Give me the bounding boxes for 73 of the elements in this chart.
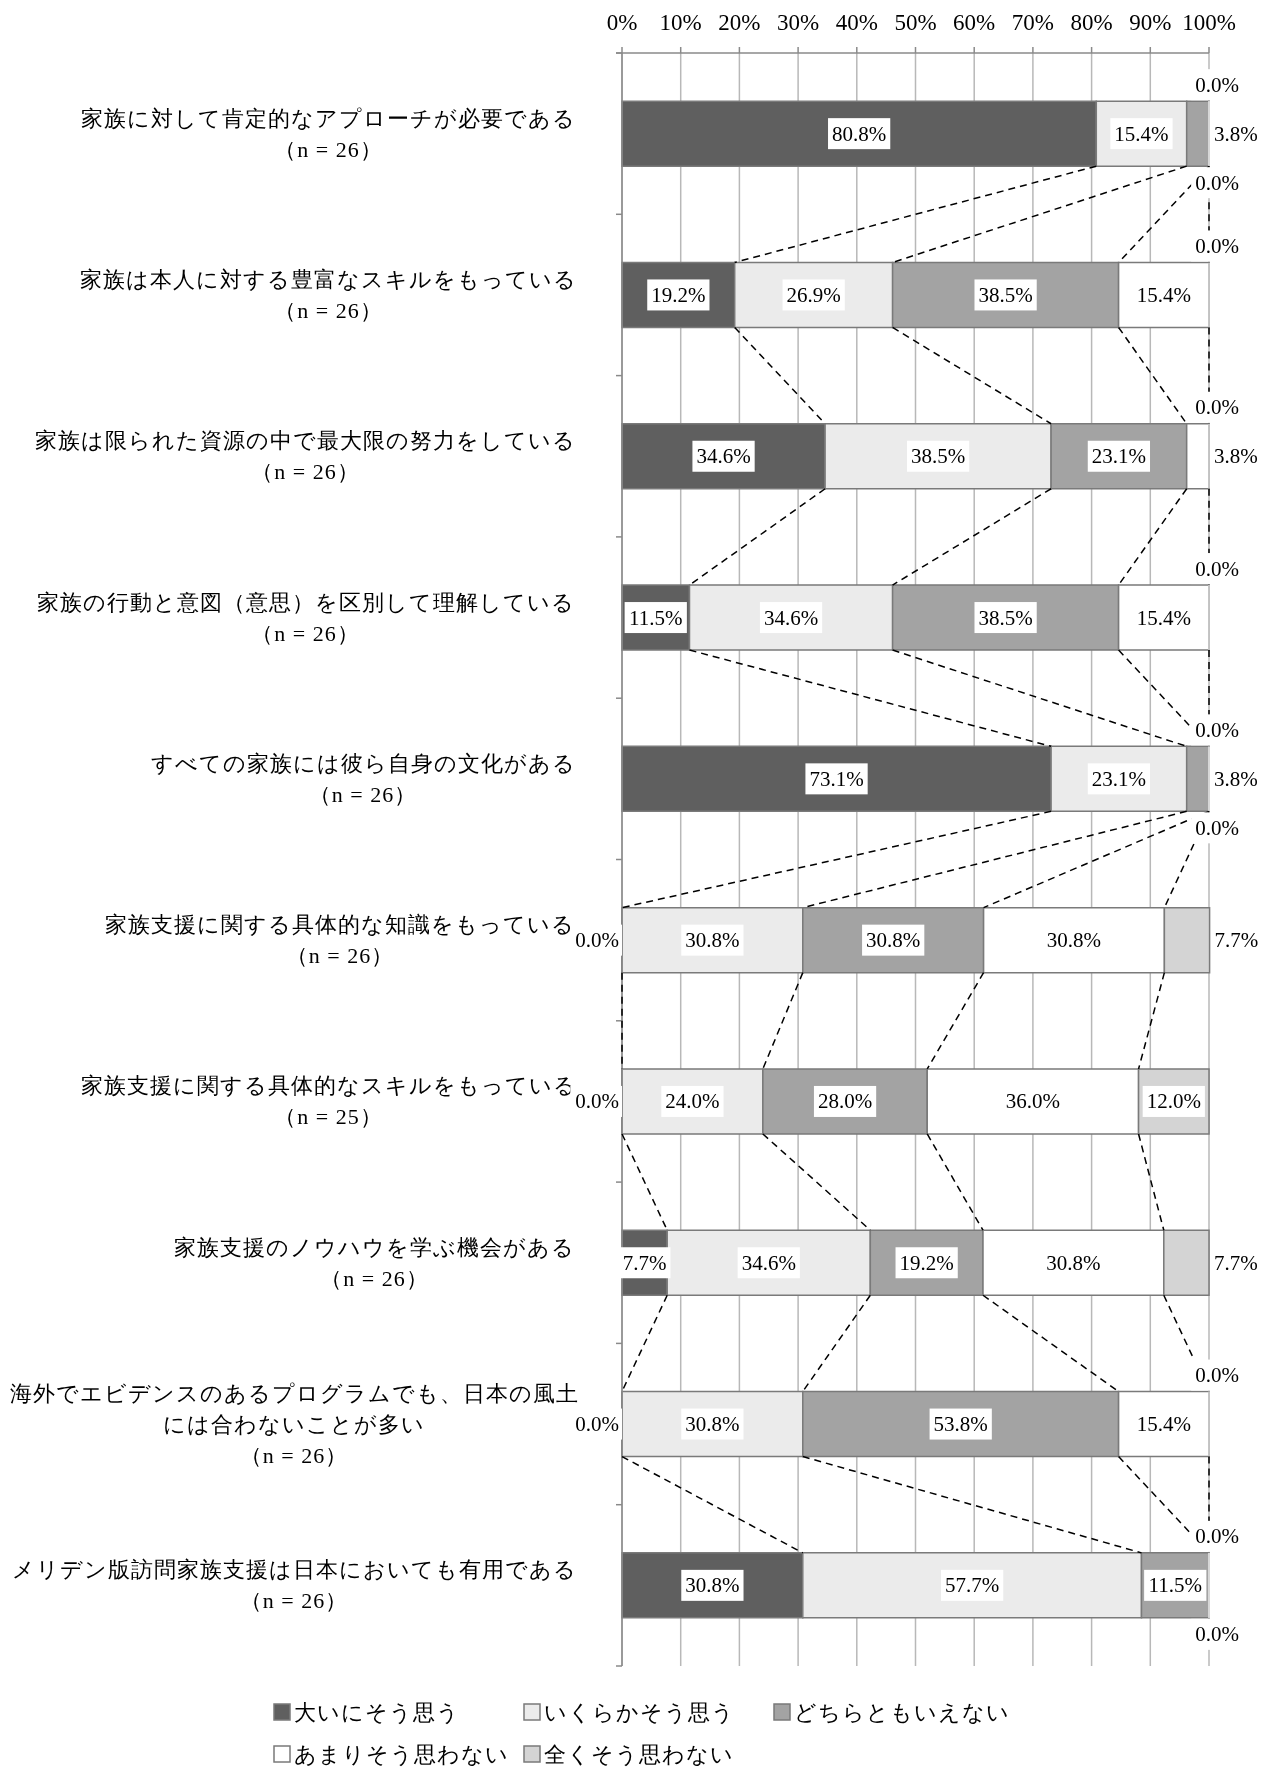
x-tick-label: 20% (718, 10, 761, 35)
data-label: 0.0% (1195, 170, 1239, 195)
y-tick-label: 家族支援に関する具体的な知識をもっている（n = 26） (105, 912, 575, 969)
data-label: 30.8% (685, 1573, 740, 1598)
data-label: 30.8% (866, 928, 921, 953)
data-label: 38.5% (978, 605, 1033, 630)
data-label: 34.6% (741, 1250, 796, 1275)
data-label: 3.8% (1214, 121, 1258, 146)
data-label: 7.7% (1214, 928, 1259, 953)
data-label: 0.0% (1195, 1363, 1239, 1388)
data-label: 0.0% (1195, 1524, 1239, 1549)
data-label: 3.8% (1214, 766, 1258, 791)
y-tick-label: 家族は本人に対する豊富なスキルをもっている（n = 26） (80, 266, 577, 323)
y-tick-label: 家族は限られた資源の中で最大限の努力をしている（n = 26） (35, 428, 576, 485)
data-label: 53.8% (933, 1412, 988, 1437)
data-label: 19.2% (651, 282, 706, 307)
data-label: 15.4% (1136, 605, 1191, 630)
data-label: 15.4% (1114, 121, 1169, 146)
data-label: 0.0% (1195, 395, 1239, 420)
x-tick-label: 0% (606, 10, 638, 35)
data-label: 38.5% (910, 444, 966, 469)
data-label: 0.0% (1195, 556, 1239, 581)
data-label: 34.6% (763, 605, 819, 630)
y-tick-label: 家族支援のノウハウを学ぶ機会がある（n = 26） (174, 1234, 575, 1291)
data-label: 38.5% (978, 282, 1033, 307)
data-label: 30.8% (685, 928, 740, 953)
data-label: 30.8% (685, 1412, 740, 1437)
x-tick-label: 10% (659, 10, 702, 35)
data-label: 0.0% (575, 928, 619, 953)
data-label: 23.1% (1091, 444, 1147, 469)
data-label: 30.8% (1046, 1250, 1101, 1275)
legend-label: 全くそう思わない (544, 1741, 734, 1767)
data-label: 80.8% (832, 121, 887, 146)
data-label: 0.0% (1195, 815, 1239, 840)
data-label: 28.0% (817, 1089, 873, 1114)
legend-label: あまりそう思わない (294, 1741, 509, 1767)
data-label: 0.0% (575, 1089, 619, 1114)
x-tick-label: 30% (777, 10, 820, 35)
data-label: 19.2% (899, 1250, 954, 1275)
data-label: 15.4% (1136, 1412, 1191, 1437)
data-label: 30.8% (1046, 928, 1102, 953)
x-tick-label: 80% (1070, 10, 1113, 35)
data-label: 0.0% (1195, 233, 1239, 258)
x-tick-label: 40% (835, 10, 878, 35)
x-tick-label: 90% (1129, 10, 1172, 35)
data-label: 26.9% (786, 282, 841, 307)
data-label: 7.7% (622, 1250, 667, 1275)
y-tick-label: 家族の行動と意図（意思）を区別して理解している（n = 26） (36, 589, 575, 646)
data-label: 12.0% (1146, 1089, 1201, 1114)
data-label: 11.5% (629, 605, 683, 630)
x-tick-label: 50% (894, 10, 937, 35)
data-label: 7.7% (1214, 1250, 1258, 1275)
data-label: 3.8% (1214, 444, 1258, 469)
legend-label: いくらかそう思う (544, 1699, 735, 1725)
x-tick-label: 60% (953, 10, 996, 35)
data-label: 24.0% (665, 1089, 720, 1114)
data-label: 15.4% (1136, 282, 1191, 307)
data-label: 34.6% (696, 444, 751, 469)
data-label: 23.1% (1091, 766, 1147, 791)
data-label: 0.0% (1195, 72, 1239, 97)
y-tick-label: すべての家族には彼ら自身の文化がある（n = 26） (150, 750, 576, 807)
x-tick-label: 70% (1011, 10, 1054, 35)
data-label: 0.0% (1195, 1622, 1239, 1647)
data-label: 0.0% (1195, 717, 1239, 742)
legend-label: どちらともいえない (794, 1699, 1010, 1725)
data-label: 11.5% (1148, 1573, 1202, 1598)
data-label: 73.1% (809, 766, 864, 791)
y-tick-label: メリデン版訪問家族支援は日本においても有用である（n = 26） (11, 1557, 577, 1614)
legend-label: 大いにそう思う (294, 1699, 460, 1725)
data-label: 57.7% (945, 1573, 1000, 1598)
y-tick-label: 家族に対して肯定的なアプローチが必要である（n = 26） (81, 105, 576, 162)
data-label: 36.0% (1005, 1089, 1061, 1114)
x-tick-label: 100% (1182, 10, 1236, 35)
